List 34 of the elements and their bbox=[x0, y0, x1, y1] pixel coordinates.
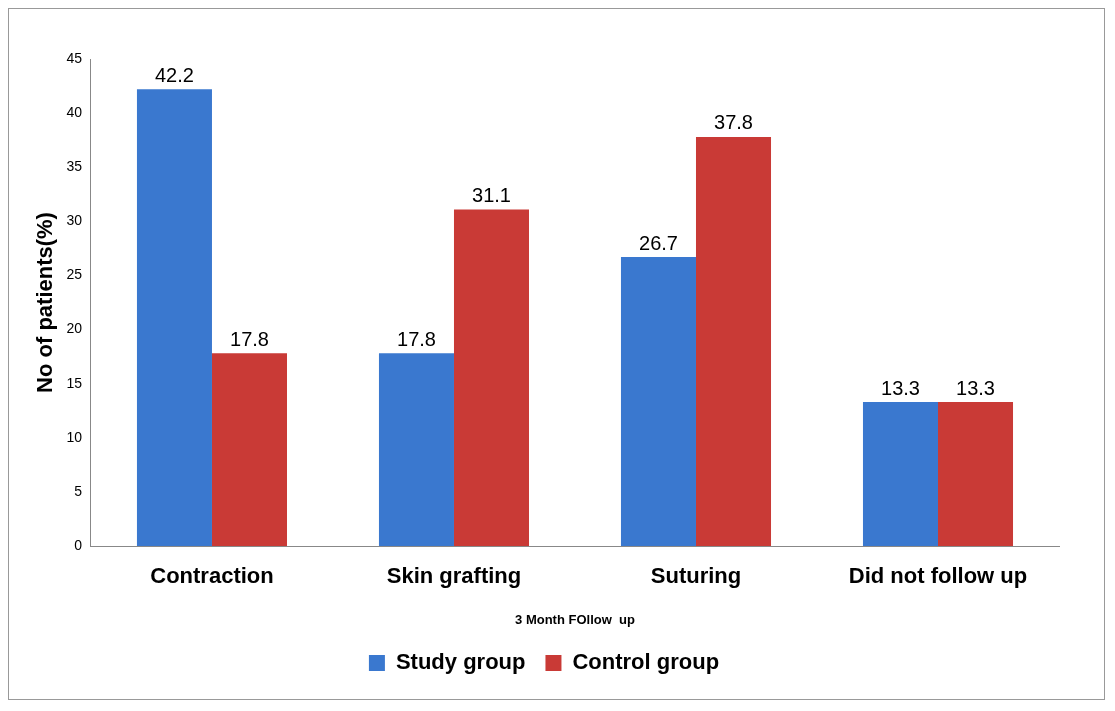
y-tick-label: 35 bbox=[66, 158, 83, 175]
y-tick-label: 30 bbox=[66, 212, 83, 229]
x-tick-label: Contraction bbox=[150, 563, 274, 589]
bar bbox=[378, 353, 454, 546]
data-label: 17.8 bbox=[397, 327, 436, 350]
x-tick-label: Suturing bbox=[650, 563, 742, 589]
data-label: 13.3 bbox=[956, 376, 995, 399]
bar bbox=[862, 402, 938, 546]
data-label: 17.8 bbox=[230, 327, 269, 350]
y-tick-label: 40 bbox=[66, 103, 83, 120]
bar bbox=[136, 89, 212, 546]
y-tick-label: 15 bbox=[66, 374, 83, 391]
bar bbox=[620, 257, 696, 546]
data-label: 37.8 bbox=[714, 111, 753, 134]
x-axis-title: 3 Month FOllow up bbox=[515, 611, 635, 627]
bar bbox=[211, 353, 287, 546]
x-tick-label: Did not follow up bbox=[848, 563, 1028, 589]
legend-label: Study group bbox=[395, 649, 526, 675]
y-tick-label: 25 bbox=[66, 266, 83, 283]
data-label: 13.3 bbox=[881, 376, 920, 399]
y-tick-label: 5 bbox=[74, 482, 83, 499]
y-axis-title: No of patients(%) bbox=[32, 212, 58, 393]
data-label: 26.7 bbox=[639, 231, 678, 254]
bar bbox=[453, 209, 530, 546]
legend-label: Control group bbox=[572, 649, 720, 675]
x-tick-label: Skin grafting bbox=[386, 563, 522, 589]
bar bbox=[938, 402, 1014, 546]
y-tick-label: 0 bbox=[74, 536, 83, 553]
bar bbox=[695, 136, 772, 546]
y-tick-label: 10 bbox=[66, 428, 83, 445]
data-label: 42.2 bbox=[155, 63, 194, 86]
y-tick-label: 45 bbox=[66, 49, 83, 66]
data-label: 31.1 bbox=[472, 183, 511, 206]
y-tick-label: 20 bbox=[66, 320, 83, 337]
